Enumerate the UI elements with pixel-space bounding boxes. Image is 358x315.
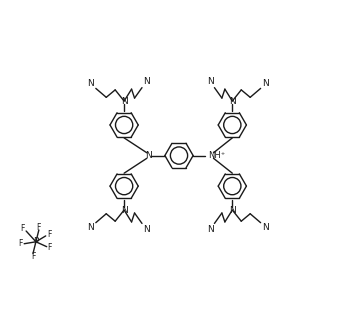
Text: N: N (207, 225, 214, 234)
Text: P: P (33, 237, 39, 246)
Text: N: N (145, 151, 152, 160)
Text: N: N (229, 205, 236, 215)
Text: N: N (143, 77, 150, 86)
Text: N: N (87, 79, 94, 88)
Text: F: F (48, 243, 52, 252)
Text: N: N (87, 223, 94, 232)
Text: F: F (20, 224, 25, 233)
Text: F: F (19, 239, 23, 248)
Text: N: N (263, 223, 269, 232)
Text: N: N (143, 225, 150, 234)
Text: F: F (37, 223, 41, 232)
Text: N: N (263, 79, 269, 88)
Text: F: F (47, 230, 51, 239)
Text: N: N (121, 205, 127, 215)
Text: N: N (229, 97, 236, 106)
Text: N: N (207, 77, 214, 86)
Text: F: F (31, 253, 35, 261)
Text: N: N (121, 97, 127, 106)
Text: NH⁺: NH⁺ (208, 151, 225, 160)
